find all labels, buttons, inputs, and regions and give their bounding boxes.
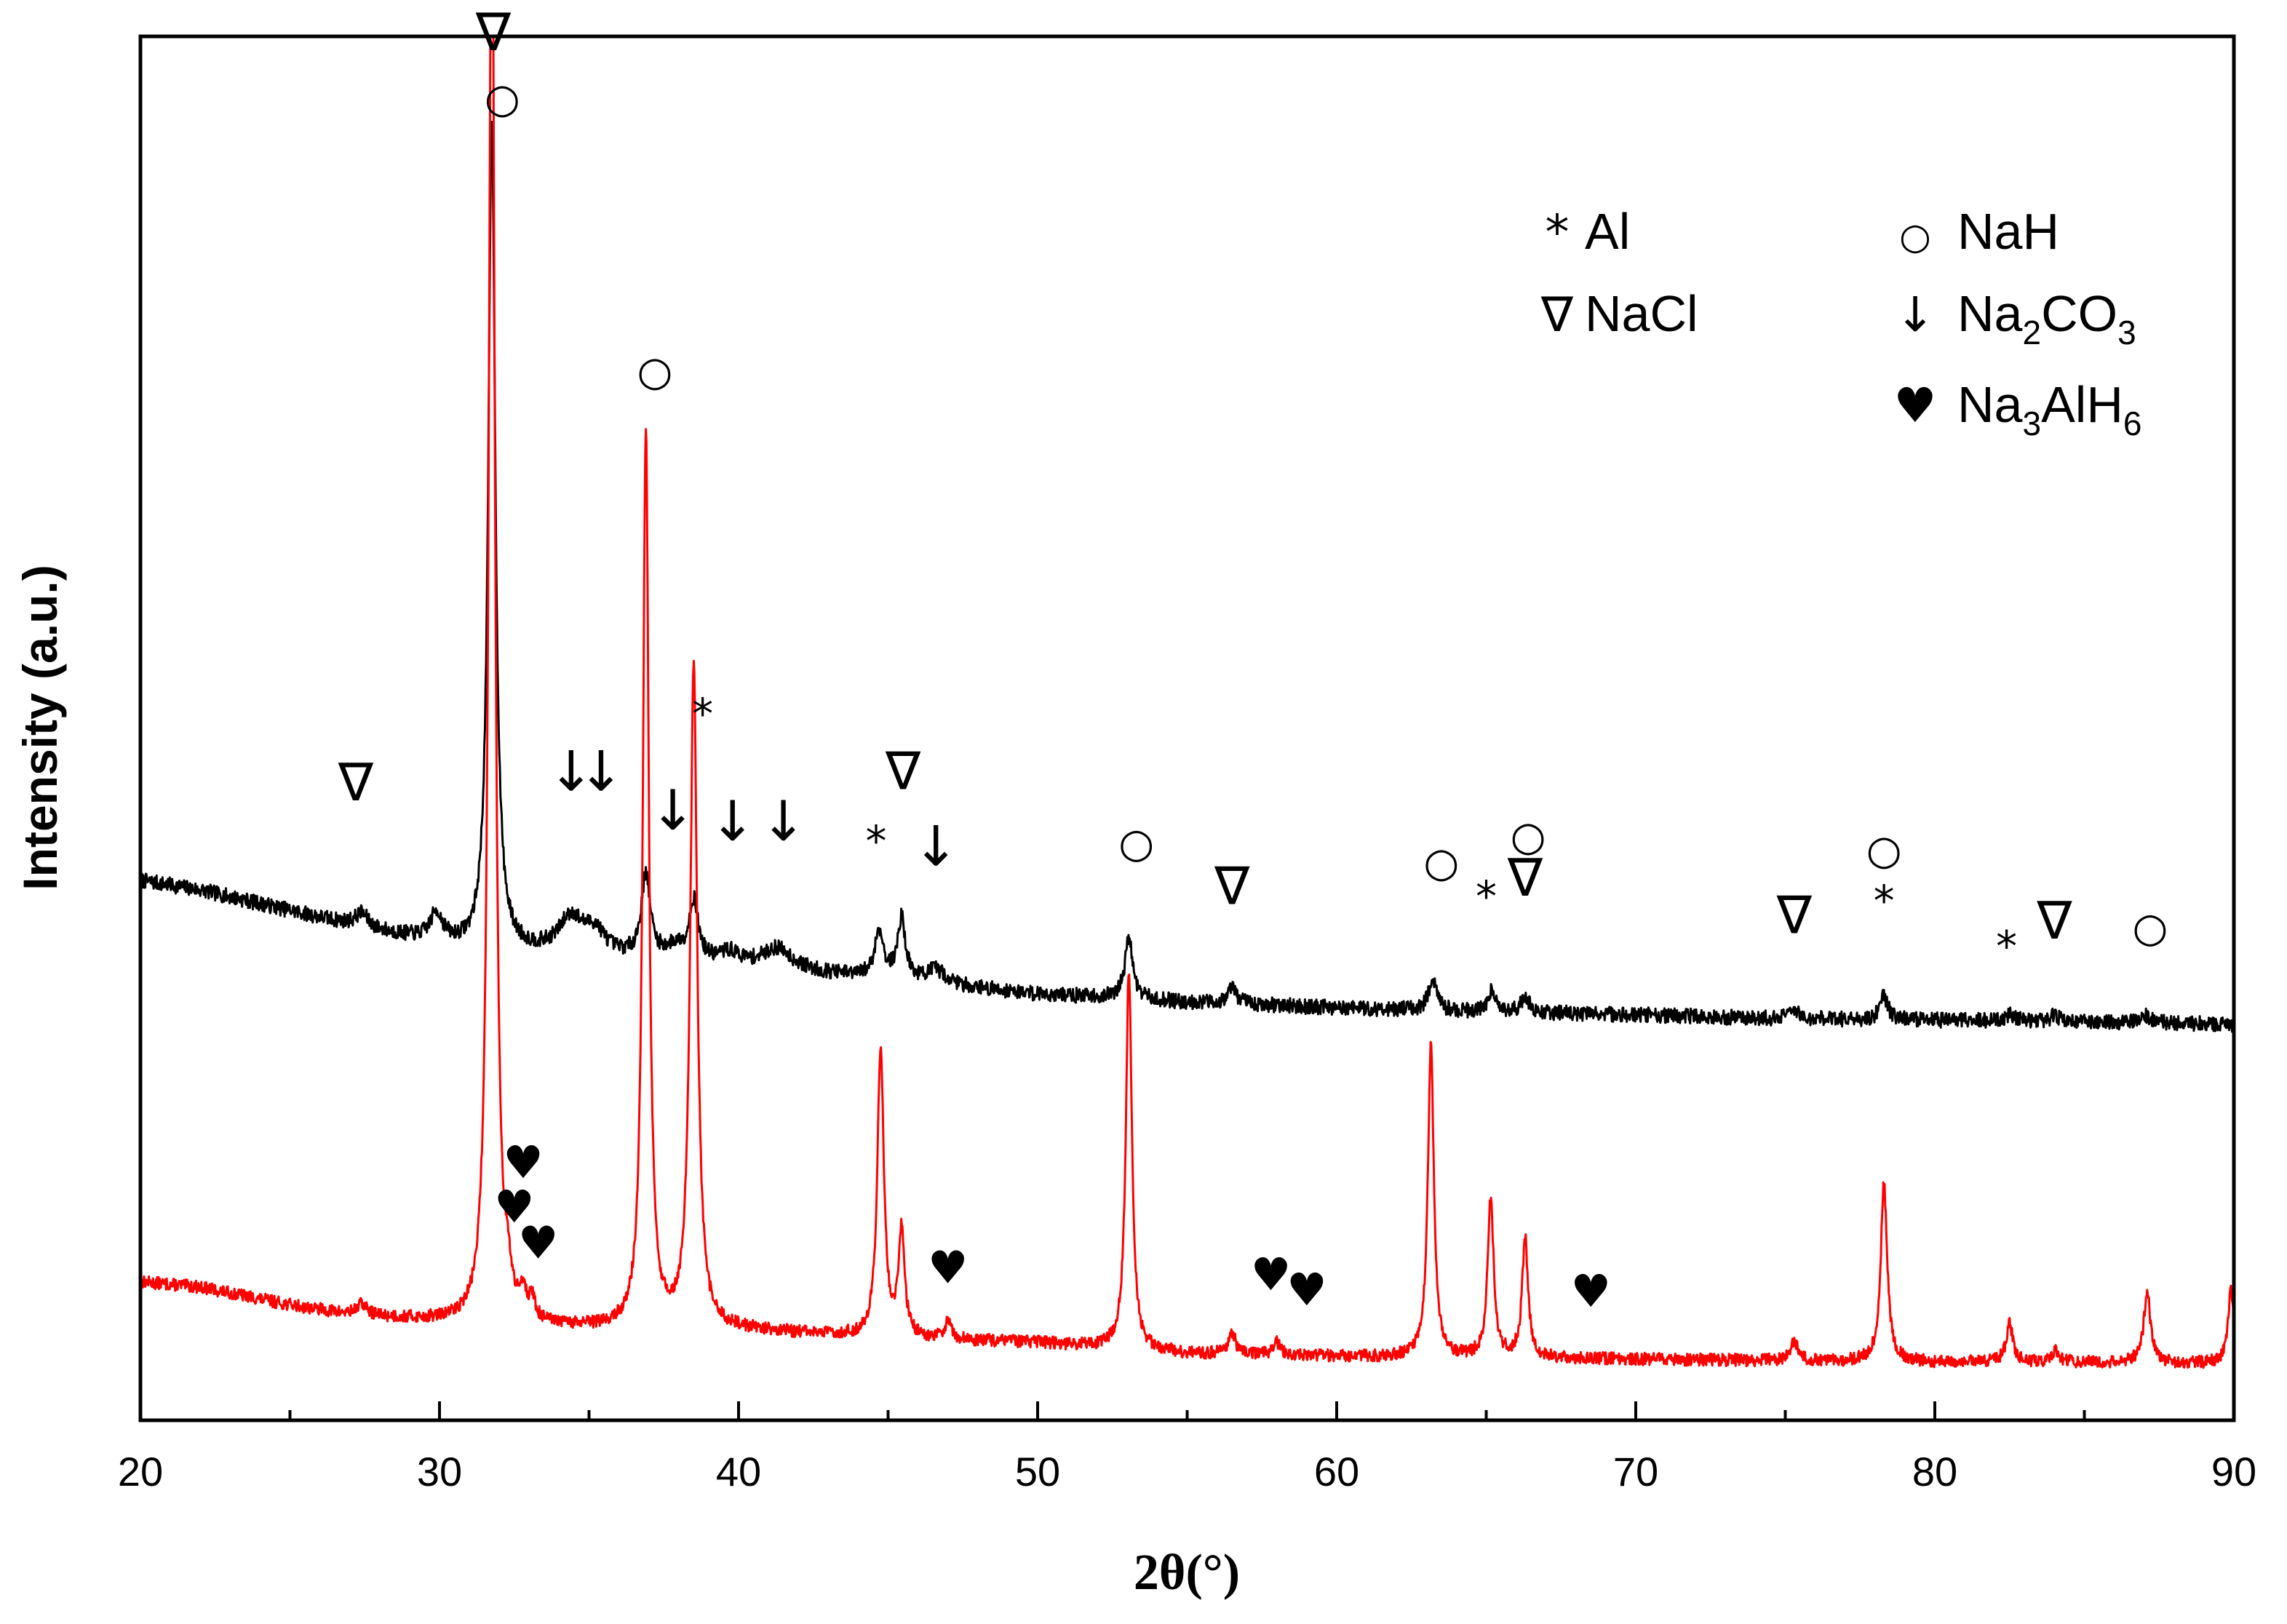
na2co3-marker: ↓ [548,739,594,804]
x-tick-label: 40 [716,1449,761,1494]
y-axis-title: Intensity (a.u.) [13,565,67,890]
na2co3-marker: ↓ [760,789,807,853]
x-tick-label: 80 [1912,1449,1957,1494]
legend-na2co3-symbol: ↓ [1895,287,1935,343]
al-marker: * [1476,872,1497,921]
x-tick-label: 90 [2211,1449,2256,1494]
na3alh6-marker: ♥ [494,1180,535,1233]
na2co3-marker: ↓ [709,789,756,853]
nacl-marker: ∇ [1776,884,1813,945]
na3alh6-marker: ♥ [518,1216,559,1269]
al-marker: * [692,689,713,739]
nah-marker: ○ [2132,904,2168,952]
na3alh6-marker: ♥ [1571,1265,1612,1318]
na3alh6-marker: ♥ [1286,1263,1327,1316]
x-tick-label: 60 [1314,1449,1359,1494]
legend-al-symbol: * [1546,204,1570,260]
nah-marker: ○ [1423,840,1459,887]
legend-al-label: Al [1585,203,1630,260]
nacl-marker: ∇ [475,1,512,63]
legend-nah-symbol: ○ [1899,215,1931,258]
nacl-marker: ∇ [1214,856,1250,917]
nah-marker: ○ [1118,820,1154,867]
na2co3-marker: ↓ [912,813,959,878]
nacl-marker: ∇ [1507,847,1543,908]
nah-marker: ○ [1866,827,1902,874]
nah-marker: ○ [1511,813,1546,860]
x-tick-label: 20 [118,1449,163,1494]
series-line-lower [140,36,2234,1369]
x-tick-label: 50 [1015,1449,1060,1494]
legend-nacl-symbol: ∇ [1540,287,1574,343]
legend-na3alh6-symbol: ♥ [1893,378,1936,434]
legend-na2co3: ↓ Na2CO3 [1895,285,2136,351]
na2co3-marker: ↓ [650,778,696,843]
x-tick-label: 30 [417,1449,462,1494]
nah-marker: ○ [637,348,672,395]
legend: * Al∇ NaCl○ NaH↓ Na2CO3♥ Na3AlH6 [1540,203,2142,442]
x-axis-title: 2θ(°) [1134,1545,1240,1601]
al-marker: * [1874,876,1895,926]
na3alh6-marker: ♥ [928,1241,969,1294]
al-marker: * [1996,922,2017,971]
x-axis: 20 30 40 50 60 70 80 90 [118,1401,2256,1494]
na3alh6-marker: ♥ [503,1136,544,1189]
legend-na2co3-label: Na2CO3 [1957,285,2136,351]
na3alh6-marker: ♥ [1251,1248,1292,1301]
na2co3-marker: ↓ [578,739,624,804]
legend-al: * Al [1546,203,1631,260]
series-layer [140,36,2234,1369]
peak-annotations: ∇○○*∇ ↓↓↓ ↓ ↓ *∇↓ ○∇ ○*○∇∇○** ∇ ○♥♥♥ ♥ ♥♥ ♥ [338,1,2168,1318]
al-marker: * [866,816,887,866]
legend-nacl: ∇ NaCl [1540,285,1698,343]
legend-nacl-label: NaCl [1585,285,1698,342]
legend-nah: ○ NaH [1899,203,2059,260]
x-tick-label: 70 [1613,1449,1658,1494]
legend-na3alh6: ♥ Na3AlH6 [1893,376,2141,442]
nacl-marker: ∇ [2036,890,2072,951]
nacl-marker: ∇ [338,752,374,813]
nah-marker: ○ [485,76,520,123]
nacl-marker: ∇ [885,741,921,802]
legend-nah-label: NaH [1957,203,2059,260]
legend-na3alh6-label: Na3AlH6 [1957,376,2141,442]
